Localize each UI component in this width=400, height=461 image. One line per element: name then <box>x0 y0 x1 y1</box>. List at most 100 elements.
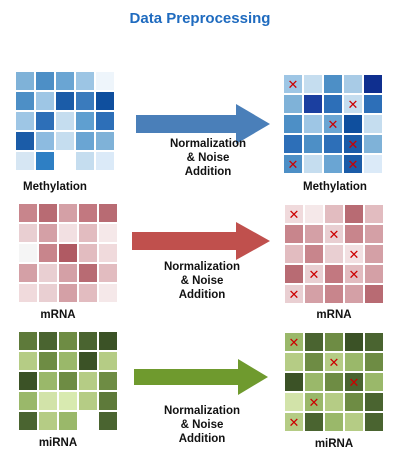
mrna-output-grid: ✕ ✕ ✕ ✕ ✕ ✕ <box>285 205 383 303</box>
heatmap-cell: ✕ <box>285 205 303 223</box>
heatmap-cell: ✕ <box>285 285 303 303</box>
heatmap-cell <box>79 412 97 430</box>
heatmap-cell <box>39 224 57 242</box>
heatmap-cell <box>365 373 383 391</box>
noise-mark-icon: ✕ <box>288 206 300 222</box>
heatmap-cell <box>59 332 77 350</box>
mirna-step-text: Normalization & Noise Addition <box>132 404 272 446</box>
heatmap-cell <box>324 155 342 173</box>
heatmap-cell <box>56 152 74 170</box>
heatmap-cell <box>285 245 303 263</box>
noise-mark-icon: ✕ <box>308 266 320 282</box>
heatmap-cell <box>305 285 323 303</box>
heatmap-cell <box>364 95 382 113</box>
heatmap-cell <box>76 72 94 90</box>
heatmap-cell <box>285 373 303 391</box>
heatmap-cell <box>79 264 97 282</box>
heatmap-cell <box>285 393 303 411</box>
heatmap-cell <box>325 413 343 431</box>
heatmap-cell <box>364 115 382 133</box>
heatmap-cell <box>19 412 37 430</box>
heatmap-cell <box>19 204 37 222</box>
heatmap-cell <box>56 72 74 90</box>
heatmap-cell <box>79 372 97 390</box>
mirna-input-grid <box>19 332 117 430</box>
heatmap-cell <box>36 112 54 130</box>
heatmap-cell <box>304 75 322 93</box>
heatmap-cell: ✕ <box>285 333 303 351</box>
heatmap-cell: ✕ <box>284 75 302 93</box>
heatmap-cell <box>325 205 343 223</box>
methylation-arrow <box>136 104 270 144</box>
step-line: Normalization <box>169 138 247 150</box>
heatmap-cell <box>365 265 383 283</box>
heatmap-cell <box>76 132 94 150</box>
noise-mark-icon: ✕ <box>347 136 359 152</box>
heatmap-cell <box>99 352 117 370</box>
heatmap-cell <box>19 284 37 302</box>
heatmap-cell <box>36 132 54 150</box>
heatmap-cell <box>304 115 322 133</box>
heatmap-cell <box>325 285 343 303</box>
heatmap-cell <box>16 72 34 90</box>
heatmap-cell <box>19 264 37 282</box>
heatmap-cell <box>325 333 343 351</box>
step-line: & Noise <box>180 419 224 431</box>
heatmap-cell <box>344 75 362 93</box>
heatmap-cell <box>305 333 323 351</box>
heatmap-cell <box>76 112 94 130</box>
heatmap-cell <box>305 373 323 391</box>
heatmap-cell <box>324 95 342 113</box>
heatmap-cell <box>19 352 37 370</box>
mrna-step-text: Normalization & Noise Addition <box>132 260 272 302</box>
heatmap-cell: ✕ <box>345 373 363 391</box>
methylation-step-text: Normalization & Noise Addition <box>138 137 278 179</box>
mrna-input-label: mRNA <box>40 309 76 321</box>
heatmap-cell <box>39 392 57 410</box>
noise-mark-icon: ✕ <box>328 354 340 370</box>
heatmap-cell <box>364 135 382 153</box>
heatmap-cell <box>99 332 117 350</box>
heatmap-cell <box>304 155 322 173</box>
heatmap-cell <box>345 225 363 243</box>
mrna-arrow <box>132 222 270 260</box>
heatmap-cell <box>304 95 322 113</box>
mirna-arrow <box>134 359 268 395</box>
heatmap-cell <box>99 412 117 430</box>
methylation-output-label: Methylation <box>303 181 367 193</box>
heatmap-cell <box>305 353 323 371</box>
heatmap-cell <box>99 284 117 302</box>
heatmap-cell <box>365 205 383 223</box>
heatmap-cell <box>56 92 74 110</box>
heatmap-cell <box>365 225 383 243</box>
heatmap-cell <box>364 75 382 93</box>
methylation-input-label: Methylation <box>23 181 87 193</box>
heatmap-cell <box>325 393 343 411</box>
heatmap-cell <box>365 413 383 431</box>
heatmap-cell <box>16 132 34 150</box>
step-line: Addition <box>178 289 226 301</box>
heatmap-cell <box>76 152 94 170</box>
step-line: Addition <box>184 166 232 178</box>
heatmap-cell <box>325 245 343 263</box>
noise-mark-icon: ✕ <box>347 156 359 172</box>
heatmap-cell <box>19 392 37 410</box>
heatmap-cell <box>59 264 77 282</box>
heatmap-cell <box>345 333 363 351</box>
heatmap-cell <box>365 285 383 303</box>
heatmap-cell <box>16 92 34 110</box>
heatmap-cell <box>19 372 37 390</box>
heatmap-cell <box>324 135 342 153</box>
heatmap-cell: ✕ <box>285 413 303 431</box>
noise-mark-icon: ✕ <box>308 394 320 410</box>
mirna-input-label: miRNA <box>38 437 78 449</box>
heatmap-cell <box>344 115 362 133</box>
heatmap-cell: ✕ <box>325 353 343 371</box>
noise-mark-icon: ✕ <box>347 96 359 112</box>
arrow-shape <box>134 359 268 395</box>
heatmap-cell <box>79 244 97 262</box>
heatmap-cell <box>325 265 343 283</box>
heatmap-cell <box>365 333 383 351</box>
methylation-input-grid <box>16 72 114 170</box>
heatmap-cell <box>39 204 57 222</box>
